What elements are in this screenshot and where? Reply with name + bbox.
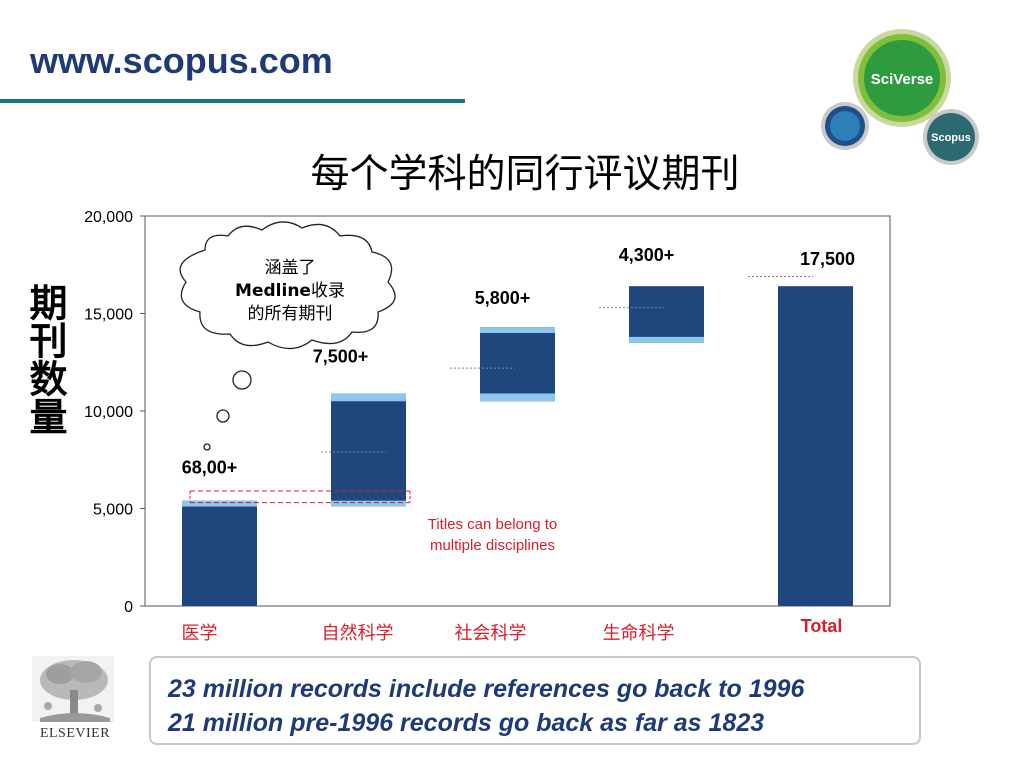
value-label: 4,300+ — [619, 245, 675, 265]
value-labels: 68,00+ 7,500+ 5,800+ 4,300+ 17,500 — [182, 245, 855, 478]
x-tick-label: 医学 — [182, 623, 218, 644]
overlap-note: Titles can belong to multiple discipline… — [405, 514, 580, 556]
cloud-bubble-large — [232, 370, 252, 390]
y-axis: 0 5,000 10,000 15,000 20,000 — [84, 209, 145, 616]
x-tick-label: Total — [801, 616, 843, 636]
value-label: 5,800+ — [475, 288, 531, 308]
elsevier-tree-icon — [32, 656, 114, 722]
bars — [182, 286, 853, 606]
value-label: 68,00+ — [182, 457, 238, 477]
overlap-band — [331, 500, 406, 507]
site-url[interactable]: www.scopus.com — [30, 40, 333, 81]
cloud-bubble-small — [203, 443, 211, 451]
sciverse-logo-text: SciVerse — [871, 71, 934, 88]
x-tick-label: 社会科学 — [455, 623, 527, 644]
y-tick-label: 0 — [124, 599, 133, 616]
cloud-line-2-bold: Medline — [235, 281, 311, 301]
y-tick-label: 5,000 — [93, 502, 133, 519]
cloud-line-1: 涵盖了 — [264, 258, 316, 278]
scopus-logo-text: Scopus — [931, 132, 971, 144]
overlap-band — [182, 500, 257, 507]
overlap-highlight — [189, 490, 411, 504]
x-axis-labels: 医学 自然科学 社会科学 生命科学 Total — [182, 616, 843, 644]
info-line-1: 23 million records include references go… — [168, 675, 805, 703]
overlap-band — [480, 393, 555, 402]
url-underline — [0, 99, 465, 103]
cloud-line-3: 的所有期刊 — [247, 304, 333, 324]
bar — [480, 327, 555, 402]
y-axis-title: 期刊数量 — [23, 283, 67, 435]
x-tick-label: 生命科学 — [603, 623, 675, 644]
overlap-band — [331, 393, 406, 402]
overlap-band — [480, 327, 555, 333]
y-tick-label: 15,000 — [84, 307, 133, 324]
value-label: 7,500+ — [313, 346, 369, 366]
thought-cloud — [179, 221, 396, 451]
info-box: 23 million records include references go… — [149, 656, 921, 745]
bar — [331, 393, 406, 507]
cloud-bubble-medium — [216, 409, 230, 423]
overlap-band — [629, 336, 704, 343]
note-line-1: Titles can belong to — [427, 516, 558, 533]
sciverse-scopus-logo: SciVerse Scopus — [821, 29, 979, 165]
elsevier-wordmark: ELSEVIER — [39, 726, 111, 741]
slide-title: 每个学科的同行评议期刊 — [310, 152, 740, 197]
cloud-line-2: Medline收录 — [200, 280, 380, 303]
bar — [182, 500, 257, 606]
bar — [778, 286, 853, 606]
cloud-line-2-rest: 收录 — [310, 281, 345, 301]
x-tick-label: 自然科学 — [322, 623, 394, 644]
y-tick-label: 10,000 — [84, 404, 133, 421]
connectors — [321, 275, 813, 453]
bar — [629, 286, 704, 343]
note-line-2: multiple disciplines — [429, 537, 556, 554]
cloud-shape — [179, 221, 396, 350]
cloud-annotation: 涵盖了 Medline收录 的所有期刊 — [200, 257, 380, 326]
y-tick-label: 20,000 — [84, 209, 133, 226]
info-line-2: 21 million pre-1996 records go back as f… — [168, 709, 765, 737]
value-label: 17,500 — [800, 249, 855, 269]
